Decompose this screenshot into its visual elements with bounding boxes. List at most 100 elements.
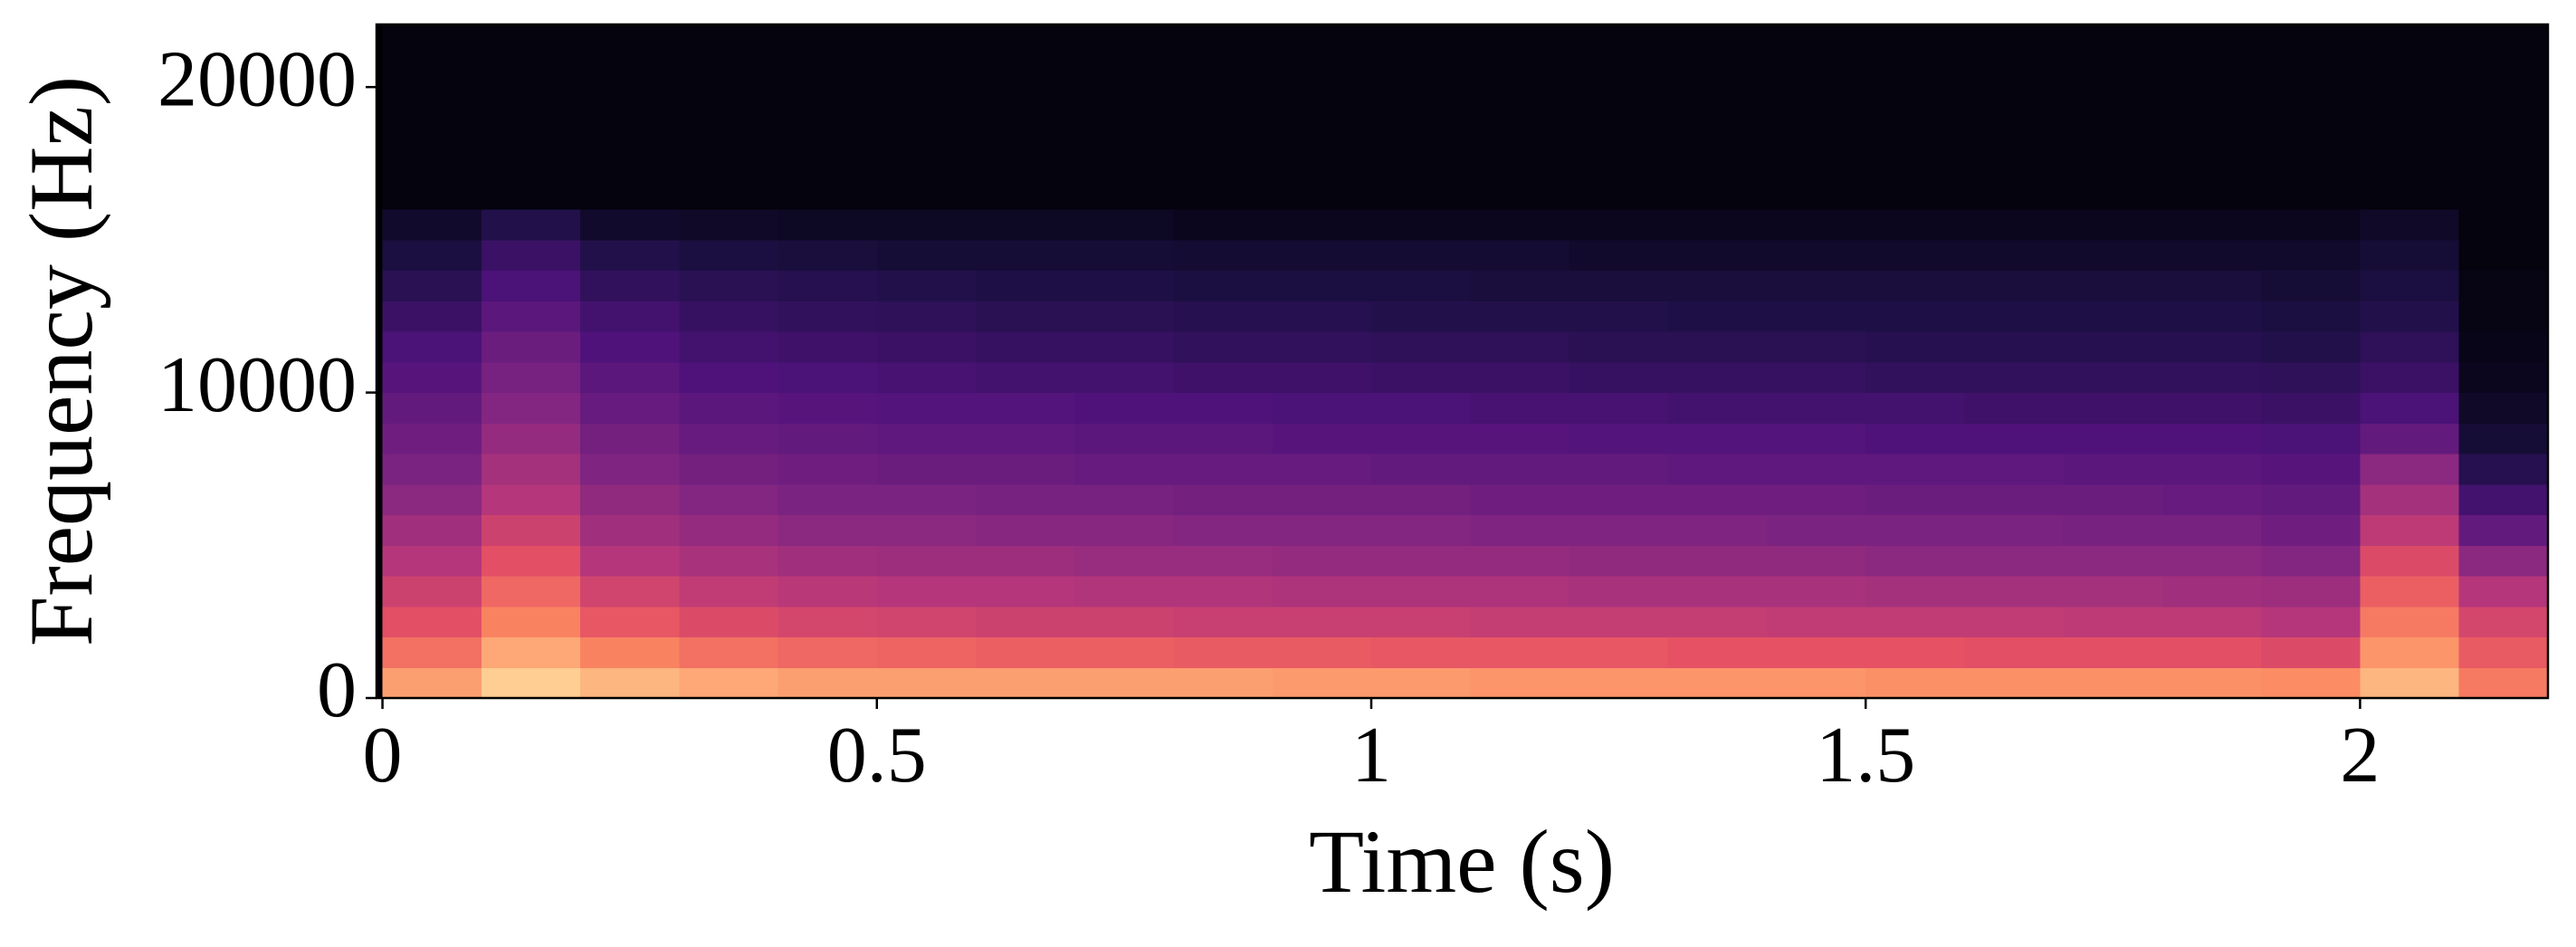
- cell: [778, 117, 878, 149]
- cell: [1865, 24, 1966, 58]
- cell: [876, 301, 977, 332]
- cell: [1667, 392, 1768, 424]
- cell: [2458, 514, 2549, 546]
- cell: [1964, 361, 2065, 394]
- cell: [778, 606, 878, 638]
- cell: [1074, 606, 1175, 638]
- cell: [1370, 117, 1471, 149]
- cell: [1173, 667, 1274, 699]
- cell: [778, 87, 878, 119]
- cell: [679, 24, 779, 58]
- cell: [1074, 117, 1175, 149]
- cell: [876, 209, 977, 241]
- cell: [876, 606, 977, 638]
- cell: [481, 606, 581, 638]
- cell: [1766, 576, 1866, 607]
- cell: [778, 209, 878, 241]
- cell: [2360, 270, 2460, 301]
- cell: [1865, 545, 1966, 577]
- cell: [1766, 87, 1866, 119]
- cell: [1766, 667, 1866, 699]
- cell: [2261, 148, 2361, 179]
- cell: [2360, 209, 2460, 241]
- cell: [1074, 56, 1175, 88]
- cell: [2360, 178, 2460, 210]
- cell: [481, 270, 581, 301]
- cell: [1470, 454, 1570, 485]
- cell: [1173, 606, 1274, 638]
- cell: [1865, 87, 1966, 119]
- cell: [481, 117, 581, 149]
- cell: [1865, 576, 1966, 607]
- cell: [1569, 239, 1669, 272]
- cell: [1865, 483, 1966, 516]
- cell: [679, 361, 779, 394]
- cell: [1766, 545, 1866, 577]
- cell: [1569, 545, 1669, 577]
- cell: [1667, 24, 1768, 58]
- cell: [2458, 117, 2549, 149]
- cell: [2458, 87, 2549, 119]
- cell: [481, 56, 581, 88]
- cell: [1370, 454, 1471, 485]
- cell: [778, 545, 878, 577]
- cell: [876, 667, 977, 699]
- cell: [2261, 667, 2361, 699]
- cell: [2261, 24, 2361, 58]
- cell: [1667, 636, 1768, 668]
- cell: [1370, 423, 1471, 454]
- cell: [1569, 178, 1669, 210]
- cell: [1370, 545, 1471, 577]
- cell: [1766, 301, 1866, 332]
- cell: [1964, 483, 2065, 516]
- cell: [1173, 454, 1274, 485]
- cell: [1964, 423, 2065, 454]
- cell: [1470, 56, 1570, 88]
- cell: [2063, 576, 2163, 607]
- cell: [1272, 117, 1372, 149]
- cell: [580, 392, 680, 424]
- cell: [1470, 209, 1570, 241]
- cell: [2161, 606, 2262, 638]
- cell: [580, 483, 680, 516]
- cell: [2063, 545, 2163, 577]
- cell: [1964, 87, 2065, 119]
- cell: [1173, 514, 1274, 546]
- cell: [1569, 423, 1669, 454]
- cell: [679, 331, 779, 363]
- cell: [2063, 87, 2163, 119]
- cell: [382, 514, 482, 546]
- cell: [1865, 239, 1966, 272]
- cell: [1470, 148, 1570, 179]
- cell: [778, 24, 878, 58]
- cell: [1074, 148, 1175, 179]
- cell: [1370, 636, 1471, 668]
- cell: [2161, 331, 2262, 363]
- cell: [2063, 117, 2163, 149]
- cell: [976, 24, 1075, 58]
- cell: [976, 117, 1075, 149]
- cell: [481, 24, 581, 58]
- cell: [1470, 24, 1570, 58]
- cell: [679, 576, 779, 607]
- cell: [382, 178, 482, 210]
- cell: [1569, 270, 1669, 301]
- cell: [1865, 606, 1966, 638]
- cell: [1667, 270, 1768, 301]
- spectrogram: [377, 24, 2549, 699]
- cell: [2261, 117, 2361, 149]
- cell: [1766, 514, 1866, 546]
- cell: [382, 87, 482, 119]
- cell: [2458, 209, 2549, 241]
- cell: [1964, 239, 2065, 272]
- cell: [1964, 148, 2065, 179]
- cell: [1074, 392, 1175, 424]
- cell: [1173, 301, 1274, 332]
- cell: [679, 239, 779, 272]
- cell: [1074, 667, 1175, 699]
- cell: [1964, 270, 2065, 301]
- cell: [1865, 667, 1966, 699]
- cell: [2360, 331, 2460, 363]
- cell: [1766, 423, 1866, 454]
